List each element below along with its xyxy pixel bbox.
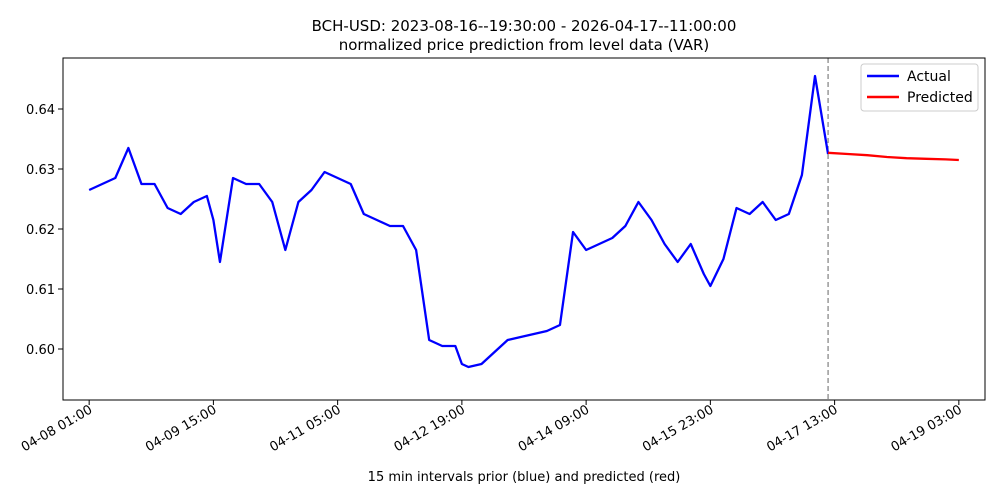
chart-title: BCH-USD: 2023-08-16--19:30:00 - 2026-04-… xyxy=(312,17,737,35)
x-tick-label: 04-15 23:00 xyxy=(640,402,716,455)
y-tick-label: 0.63 xyxy=(26,163,55,178)
y-tick-label: 0.60 xyxy=(26,343,55,358)
x-tick-label: 04-08 01:00 xyxy=(19,402,95,455)
plot-frame xyxy=(62,57,986,401)
plot-area xyxy=(88,58,959,400)
x-axis-label: 15 min intervals prior (blue) and predic… xyxy=(368,470,681,485)
series-predicted-line xyxy=(827,151,959,162)
x-axis: 04-08 01:00 04-09 15:00 04-11 05:00 04-12 1… xyxy=(19,400,965,455)
y-tick-label: 0.64 xyxy=(26,103,55,118)
legend-predicted-label: Predicted xyxy=(907,90,973,106)
x-tick-label: 04-11 05:00 xyxy=(267,402,343,455)
y-tick-label: 0.62 xyxy=(26,223,55,238)
x-tick-label: 04-12 19:00 xyxy=(392,402,468,455)
x-tick-label: 04-14 09:00 xyxy=(516,402,592,455)
x-tick-label: 04-19 03:00 xyxy=(889,402,965,455)
legend-actual-label: Actual xyxy=(907,69,951,85)
x-tick-label: 04-09 15:00 xyxy=(143,402,219,455)
y-tick-label: 0.61 xyxy=(26,283,55,298)
legend: Actual Predicted xyxy=(860,63,979,112)
x-tick-label: 04-17 13:00 xyxy=(764,402,840,455)
chart-subtitle: normalized price prediction from level d… xyxy=(339,36,710,54)
y-axis: 0.60 0.61 0.62 0.63 0.64 xyxy=(26,103,63,358)
series-actual-line xyxy=(88,74,830,369)
